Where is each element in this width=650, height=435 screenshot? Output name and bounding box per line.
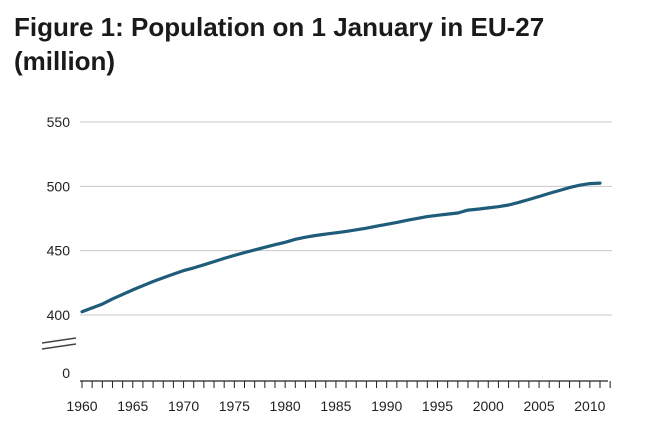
gridlines	[80, 121, 612, 316]
x-axis: 1960 1965 1970 1975 1980 1985 1990 1995 2000 2005…	[66, 380, 611, 414]
axis-break-line	[41, 337, 77, 344]
axis-break-line	[41, 343, 77, 350]
x-tick-label: 1960	[66, 398, 97, 414]
x-tick-label: 1980	[270, 398, 301, 414]
axis-break-marker	[41, 337, 77, 350]
y-tick-label: 500	[47, 178, 71, 194]
x-tick-label: 2000	[473, 398, 504, 414]
y-tick-label: 0	[62, 365, 70, 381]
chart-title: Figure 1: Population on 1 January in EU-…	[14, 12, 545, 76]
x-tick-label: 1990	[371, 398, 402, 414]
series-line-population	[80, 181, 602, 314]
x-tick-label: 2005	[523, 398, 554, 414]
x-tick-label: 1965	[117, 398, 148, 414]
series-group	[80, 181, 602, 314]
x-tick-label: 1995	[422, 398, 453, 414]
y-tick-label: 450	[47, 243, 71, 259]
y-tick-label: 400	[47, 307, 71, 323]
x-tick-label: 1970	[168, 398, 199, 414]
x-tick-label: 2010	[574, 398, 605, 414]
y-tick-label: 550	[47, 114, 71, 130]
x-tick-label: 1985	[320, 398, 351, 414]
y-axis-tick-labels: 0 400 450 500 550	[47, 114, 71, 381]
x-tick-label: 1975	[219, 398, 250, 414]
